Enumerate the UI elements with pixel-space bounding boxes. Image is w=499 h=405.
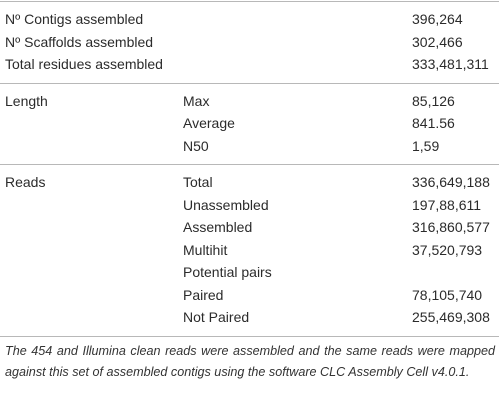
row-sublabel: Max	[183, 92, 210, 109]
row-sublabel: N50	[183, 137, 209, 154]
row-value: 78,105,740	[412, 286, 483, 303]
row-value: 841.56	[412, 115, 455, 131]
row-sublabel: Potential pairs	[183, 264, 272, 280]
row-value: 396,264	[412, 11, 463, 27]
row-label: Total residues assembled	[5, 56, 163, 72]
row-sublabel: Not Paired	[183, 309, 250, 325]
row-value: 37,520,793	[412, 241, 483, 258]
row-value: 85,126	[412, 92, 455, 109]
row-label: Reads	[5, 174, 46, 190]
row-value: 197,88,611	[412, 196, 482, 213]
rule	[0, 335, 499, 337]
row-value: 1,59	[412, 137, 440, 154]
row-sublabel: Assembled	[183, 219, 253, 235]
row-value: 302,466	[412, 33, 463, 50]
row-value: 336,649,188	[412, 174, 490, 190]
caption: The 454 and Illumina clean reads were as…	[5, 344, 495, 379]
rule	[0, 164, 499, 165]
row-value: 255,469,308	[412, 309, 490, 325]
row-sublabel: Average	[183, 115, 235, 131]
row-sublabel: Total	[183, 174, 213, 190]
row-value: 333,481,311	[412, 56, 489, 72]
rule	[0, 1, 499, 2]
rule	[0, 82, 499, 84]
row-label: Nº Contigs assembled	[5, 11, 144, 27]
row-sublabel: Unassembled	[183, 196, 269, 213]
row-label: Nº Scaffolds assembled	[5, 33, 154, 50]
row-value: 316,860,577	[412, 219, 490, 235]
row-label: Length	[5, 92, 48, 109]
row-sublabel: Multihit	[183, 241, 228, 258]
row-sublabel: Paired	[183, 286, 224, 303]
